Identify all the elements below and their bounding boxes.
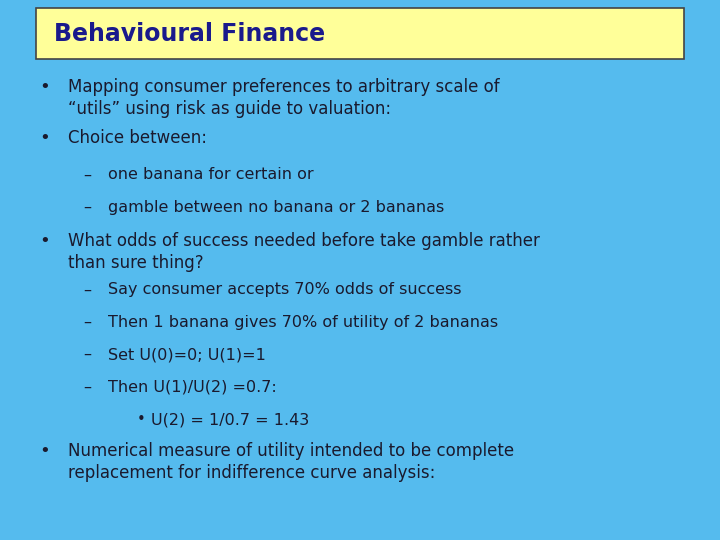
Text: –: – xyxy=(83,200,91,215)
Text: •: • xyxy=(137,412,145,427)
Text: Then 1 banana gives 70% of utility of 2 bananas: Then 1 banana gives 70% of utility of 2 … xyxy=(108,315,498,330)
Text: •: • xyxy=(40,129,50,146)
Text: gamble between no banana or 2 bananas: gamble between no banana or 2 bananas xyxy=(108,200,444,215)
Text: –: – xyxy=(83,282,91,298)
Text: Say consumer accepts 70% odds of success: Say consumer accepts 70% odds of success xyxy=(108,282,462,298)
Text: Mapping consumer preferences to arbitrary scale of
“utils” using risk as guide t: Mapping consumer preferences to arbitrar… xyxy=(68,78,500,118)
Text: one banana for certain or: one banana for certain or xyxy=(108,167,314,183)
Text: –: – xyxy=(83,347,91,362)
Text: •: • xyxy=(40,442,50,460)
Text: Choice between:: Choice between: xyxy=(68,129,207,146)
Text: •: • xyxy=(40,232,50,250)
FancyBboxPatch shape xyxy=(36,8,684,59)
Text: Set U(0)=0; U(1)=1: Set U(0)=0; U(1)=1 xyxy=(108,347,266,362)
Text: What odds of success needed before take gamble rather
than sure thing?: What odds of success needed before take … xyxy=(68,232,540,272)
Text: Behavioural Finance: Behavioural Finance xyxy=(54,22,325,46)
Text: –: – xyxy=(83,315,91,330)
Text: U(2) = 1/0.7 = 1.43: U(2) = 1/0.7 = 1.43 xyxy=(151,412,310,427)
Text: –: – xyxy=(83,380,91,395)
Text: Numerical measure of utility intended to be complete
replacement for indifferenc: Numerical measure of utility intended to… xyxy=(68,442,515,482)
Text: •: • xyxy=(40,78,50,96)
Text: Then U(1)/U(2) =0.7:: Then U(1)/U(2) =0.7: xyxy=(108,380,276,395)
Text: –: – xyxy=(83,167,91,183)
